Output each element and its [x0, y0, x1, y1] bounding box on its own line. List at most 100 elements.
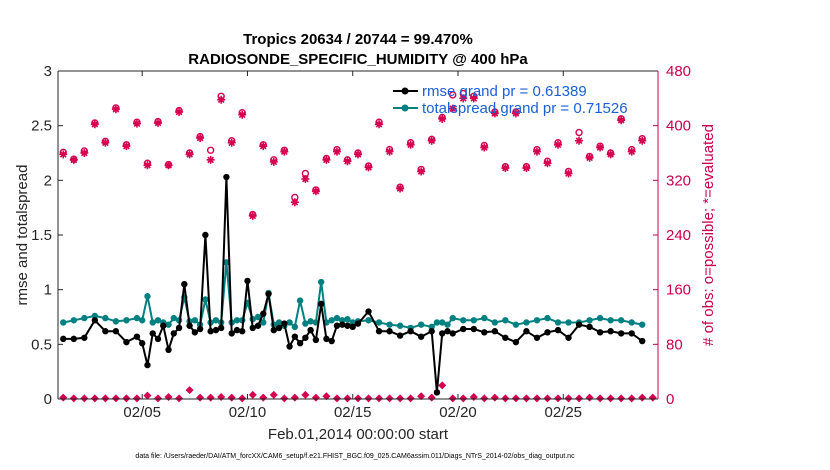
totalspread-point	[339, 317, 346, 324]
obs-evaluated-marker	[280, 147, 289, 156]
obs-rejected-marker	[596, 394, 605, 403]
totalspread-point	[302, 320, 309, 327]
rmse-point	[639, 337, 646, 345]
data-file-footer: data file: /Users/raeder/DAI/ATM_forcXX/…	[135, 453, 575, 460]
obs-evaluated-marker	[290, 198, 299, 207]
rmse-point	[191, 329, 199, 336]
obs-rejected-marker	[406, 394, 415, 403]
obs-rejected-marker	[175, 394, 184, 403]
rmse-point	[260, 310, 267, 317]
y-tick-label-right: 240	[666, 227, 691, 244]
obs-evaluated-marker	[364, 163, 373, 172]
totalspread-point	[417, 321, 425, 328]
y-tick-label-left: 2	[44, 172, 52, 189]
rmse-point	[375, 328, 383, 335]
rmse-point	[133, 333, 141, 340]
obs-evaluated-marker	[396, 184, 405, 193]
rmse-point	[491, 328, 499, 335]
rmse-point	[296, 340, 304, 347]
totalspread-point	[60, 319, 67, 326]
totalspread-point	[596, 314, 604, 322]
rmse-point	[339, 321, 346, 328]
totalspread-point	[91, 312, 99, 320]
obs-evaluated-marker	[143, 161, 152, 170]
totalspread-point	[170, 314, 177, 322]
obs-rejected-marker	[638, 393, 647, 402]
y-tick-label-left: 1.5	[31, 227, 52, 244]
obs-evaluated-marker	[101, 138, 110, 147]
obs-evaluated-marker	[269, 157, 278, 166]
rmse-point	[317, 300, 325, 308]
rmse-point	[502, 334, 509, 341]
rmse-point	[202, 231, 209, 239]
totalspread-point	[586, 317, 593, 324]
totalspread-point	[449, 314, 456, 322]
obs-rejected-marker	[585, 393, 594, 402]
obs-evaluated-marker	[596, 143, 605, 152]
totalspread-point	[512, 321, 520, 328]
obs-rejected-marker	[480, 394, 489, 403]
obs-evaluated-marker	[59, 150, 68, 159]
legend-rmse-label: rmse grand pr = 0.61389	[422, 83, 587, 100]
obs-evaluated-marker	[438, 114, 447, 123]
rmse-point	[170, 330, 177, 337]
rmse-point	[444, 328, 451, 335]
obs-evaluated-marker	[206, 155, 215, 164]
rmse-point	[323, 335, 330, 343]
obs-rejected-marker	[101, 394, 110, 403]
rmse-point	[365, 308, 372, 315]
totalspread-point	[275, 319, 283, 326]
totalspread-point	[433, 319, 441, 326]
x-axis-label: Feb.01,2014 00:00:00 start	[268, 426, 449, 443]
x-ticks: 02/05 02/10 02/15 02/20 02/25	[123, 71, 582, 421]
rmse-point	[407, 328, 414, 335]
obs-rejected-marker	[511, 394, 520, 403]
totalspread-point	[139, 317, 146, 324]
legend-spread-marker	[401, 104, 409, 112]
rmse-point	[428, 328, 435, 335]
chart-title-line2: RADIOSONDE_SPECIFIC_HUMIDITY @ 400 hPa	[188, 51, 528, 68]
obs-possible-marker	[575, 128, 583, 137]
totalspread-point	[102, 314, 109, 322]
totalspread-point	[112, 318, 120, 325]
rmse-point	[286, 343, 293, 350]
obs-rejected-marker	[143, 391, 152, 400]
totalspread-point	[133, 314, 141, 322]
obs-rejected-marker	[80, 394, 89, 403]
totalspread-point	[439, 319, 446, 326]
rmse-point	[354, 320, 362, 327]
totalspread-point	[460, 317, 467, 324]
rmse-point	[596, 329, 604, 336]
rmse-point	[470, 325, 477, 333]
obs-evaluated-marker	[185, 150, 194, 159]
obs-evaluated-marker	[480, 143, 489, 152]
totalspread-point	[223, 259, 230, 266]
rmse-point	[281, 320, 288, 327]
obs-rejected-marker	[627, 394, 636, 403]
obs-evaluated-marker	[554, 140, 562, 149]
rmse-point	[586, 323, 593, 331]
rmse-point	[91, 317, 99, 324]
totalspread-point	[233, 317, 241, 324]
x-tick-label: 02/25	[544, 404, 582, 421]
obs-evaluated-marker	[248, 211, 257, 220]
rmse-point	[544, 329, 551, 336]
obs-rejected-marker	[343, 394, 352, 403]
obs-evaluated-marker	[154, 118, 162, 127]
obs-rejected-marker	[311, 393, 320, 402]
rmse-point	[554, 326, 562, 334]
rmse-point	[417, 333, 425, 340]
obs-rejected-marker	[196, 393, 205, 402]
y-tick-label-left: 0.5	[31, 336, 52, 353]
obs-rejected-marker	[575, 394, 584, 403]
rmse-point	[149, 330, 156, 337]
rmse-point	[165, 346, 172, 353]
totalspread-point	[491, 319, 499, 326]
totalspread-point	[639, 321, 646, 328]
obs-rejected-marker	[427, 393, 436, 402]
totalspread-point	[286, 319, 293, 326]
obs-evaluated-marker	[575, 136, 584, 145]
rmse-point	[307, 326, 314, 334]
obs-evaluated-marker	[343, 157, 352, 166]
obs-evaluated-marker	[301, 174, 310, 183]
